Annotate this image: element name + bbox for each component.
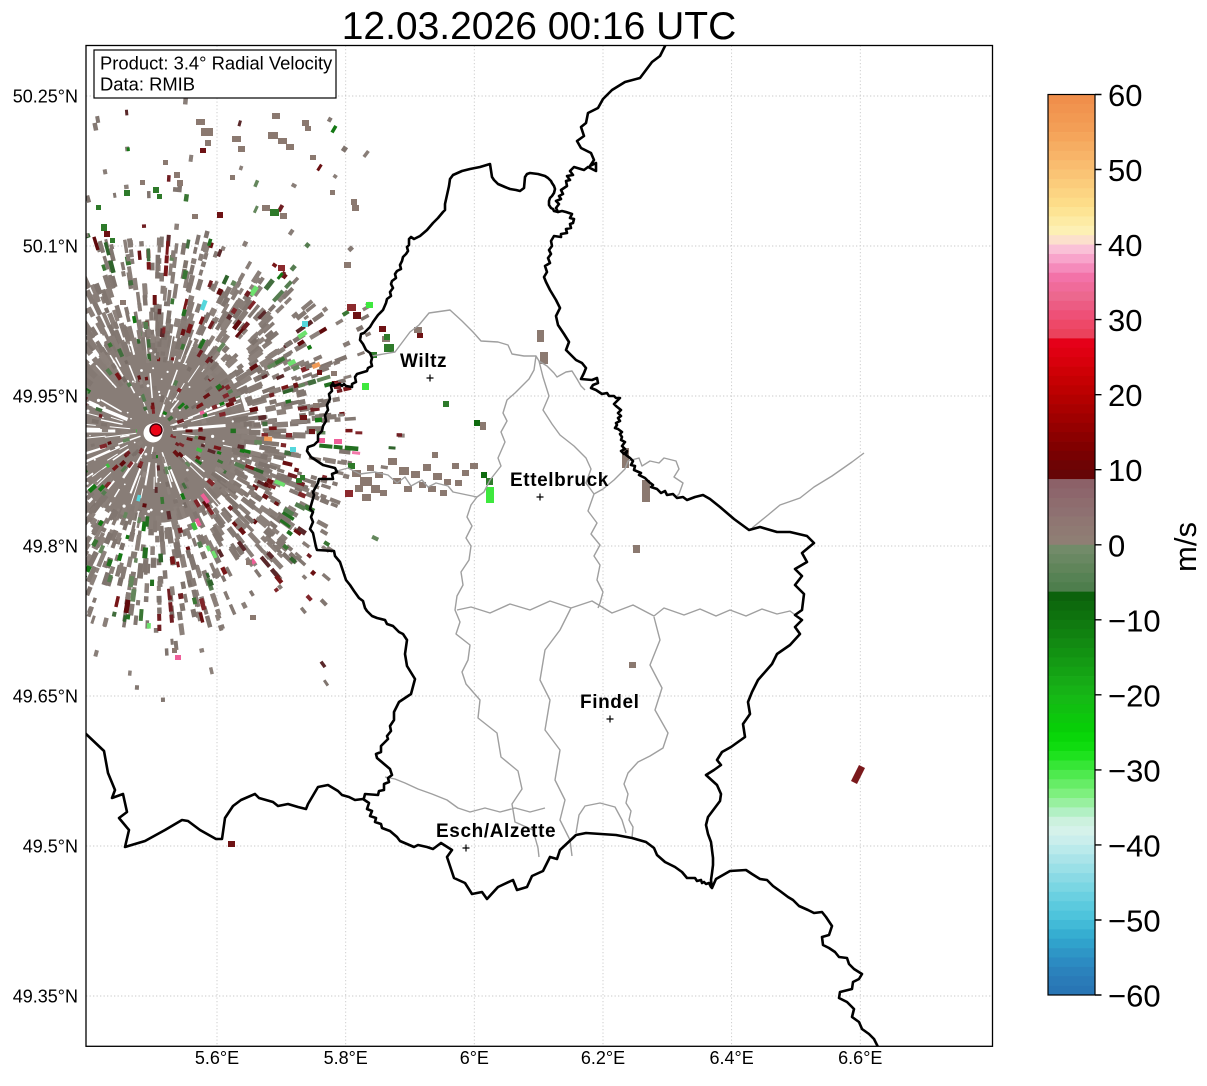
svg-text:30: 30: [1108, 303, 1142, 338]
svg-text:10: 10: [1108, 453, 1142, 488]
svg-text:12.03.2026 00:16 UTC: 12.03.2026 00:16 UTC: [342, 5, 737, 48]
svg-text:Wiltz: Wiltz: [400, 351, 447, 372]
svg-text:49.35°N: 49.35°N: [13, 987, 78, 1007]
svg-text:6.6°E: 6.6°E: [838, 1048, 882, 1068]
svg-text:−60: −60: [1108, 979, 1161, 1014]
svg-text:6°E: 6°E: [460, 1048, 489, 1068]
svg-text:−40: −40: [1108, 828, 1161, 863]
svg-text:Ettelbruck: Ettelbruck: [510, 470, 609, 491]
svg-text:5.6°E: 5.6°E: [195, 1048, 239, 1068]
svg-text:−10: −10: [1108, 603, 1161, 638]
svg-text:Data: RMIB: Data: RMIB: [100, 74, 195, 95]
svg-text:20: 20: [1108, 378, 1142, 413]
svg-text:−50: −50: [1108, 904, 1161, 939]
svg-text:60: 60: [1108, 78, 1142, 113]
svg-text:50.25°N: 50.25°N: [13, 87, 78, 107]
svg-text:49.65°N: 49.65°N: [13, 687, 78, 707]
svg-text:−30: −30: [1108, 753, 1161, 788]
svg-text:5.8°E: 5.8°E: [324, 1048, 368, 1068]
svg-text:6.4°E: 6.4°E: [709, 1048, 753, 1068]
svg-text:49.8°N: 49.8°N: [23, 537, 78, 557]
svg-text:50: 50: [1108, 153, 1142, 188]
svg-text:0: 0: [1108, 528, 1125, 563]
svg-text:Findel: Findel: [580, 692, 640, 713]
svg-text:40: 40: [1108, 228, 1142, 263]
svg-text:50.1°N: 50.1°N: [23, 237, 78, 257]
svg-text:49.5°N: 49.5°N: [23, 837, 78, 857]
svg-text:49.95°N: 49.95°N: [13, 387, 78, 407]
svg-text:m/s: m/s: [1168, 522, 1203, 572]
svg-text:Esch/Alzette: Esch/Alzette: [436, 821, 556, 842]
svg-text:Product: 3.4° Radial Velocity: Product: 3.4° Radial Velocity: [100, 53, 333, 74]
svg-text:6.2°E: 6.2°E: [581, 1048, 625, 1068]
svg-text:−20: −20: [1108, 678, 1161, 713]
